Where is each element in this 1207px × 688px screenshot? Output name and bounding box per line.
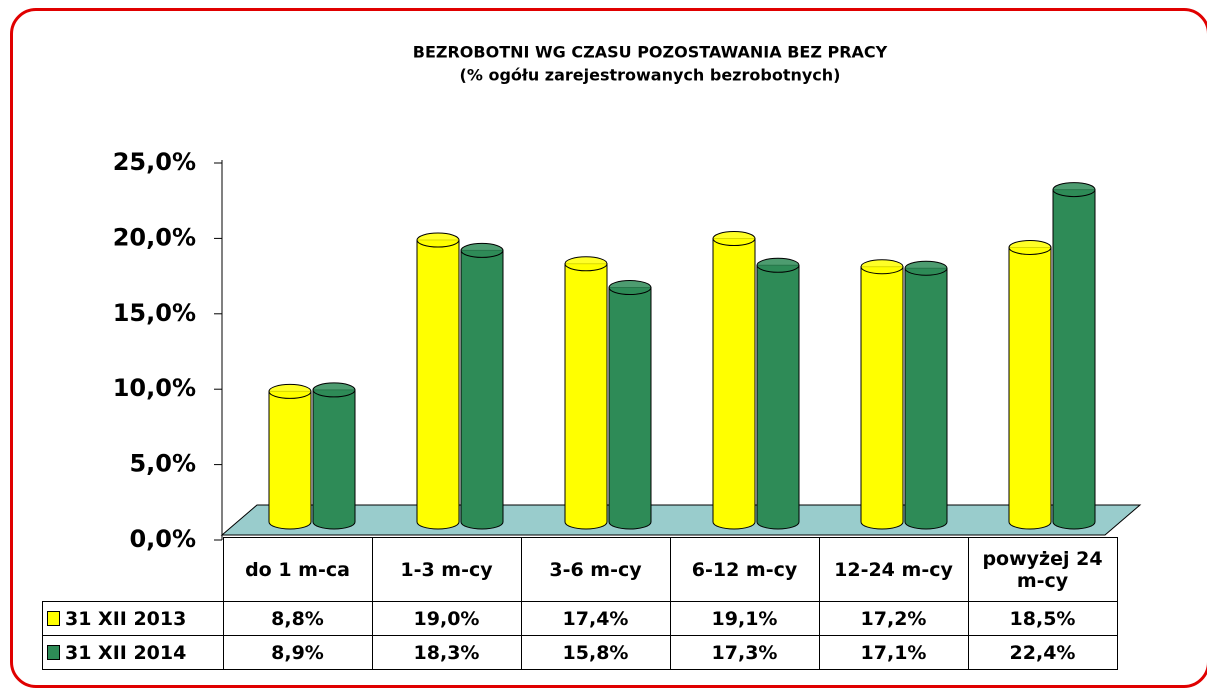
bar-top [460, 242, 504, 258]
data-table: do 1 m-ca 1-3 m-cy 3-6 m-cy 6-12 m-cy 12-24 … [42, 537, 1118, 670]
category-label: do 1 m-ca [222, 537, 373, 602]
bar [904, 260, 948, 530]
value-label: 15,8% [520, 635, 671, 670]
series-row: 31 XII 2014 8,9% 18,3% 15,8% 17,3% 17,1% 22,4% [42, 635, 1118, 670]
legend-label: 31 XII 2013 [65, 607, 187, 630]
bar [756, 257, 800, 530]
bar-top [1052, 182, 1096, 198]
bar-body [712, 238, 756, 530]
bar-top [904, 260, 948, 276]
legend-label: 31 XII 2014 [65, 641, 187, 664]
series-row: 31 XII 2013 8,8% 19,0% 17,4% 19,1% 17,2% 18,5% [42, 601, 1118, 636]
bar-body [268, 390, 312, 530]
value-label: 17,1% [818, 635, 969, 670]
bar [416, 232, 460, 530]
bar-top [268, 383, 312, 399]
category-label: 3-6 m-cy [520, 537, 671, 602]
value-label: 19,1% [669, 601, 820, 636]
page: BEZROBOTNI WG CZASU POZOSTAWANIA BEZ PRA… [10, 8, 1207, 688]
category-label: 6-12 m-cy [669, 537, 820, 602]
chart-title: BEZROBOTNI WG CZASU POZOSTAWANIA BEZ PRA… [413, 43, 888, 62]
bar-body [460, 249, 504, 530]
bar [460, 242, 504, 530]
y-tick-label: 10,0% [113, 374, 196, 402]
legend-swatch [47, 610, 60, 626]
legend-swatch [47, 644, 60, 660]
bar [268, 383, 312, 530]
bar [860, 259, 904, 530]
chart-subtitle: (% ogółu zarejestrowanych bezrobotnych) [460, 66, 841, 85]
bar-body [1008, 246, 1052, 530]
bar-body [608, 287, 652, 530]
chart: BEZROBOTNI WG CZASU POZOSTAWANIA BEZ PRA… [113, 43, 1142, 553]
category-label: powyżej 24 m-cy [967, 537, 1118, 602]
bar-top [860, 259, 904, 275]
bar [312, 382, 356, 530]
bar [712, 231, 756, 530]
bar-body [860, 266, 904, 530]
legend-cell: 31 XII 2013 [42, 601, 224, 636]
category-label: 1-3 m-cy [371, 537, 522, 602]
legend-cell: 31 XII 2014 [42, 635, 224, 670]
value-label: 17,3% [669, 635, 820, 670]
bar-body [1052, 189, 1096, 530]
value-label: 22,4% [967, 635, 1118, 670]
bar-body [312, 389, 356, 530]
bar-top [1008, 239, 1052, 255]
y-tick-label: 5,0% [129, 450, 196, 478]
header-row: do 1 m-ca 1-3 m-cy 3-6 m-cy 6-12 m-cy 12-24 … [43, 537, 1118, 602]
bar-body [416, 239, 460, 530]
value-label: 18,3% [371, 635, 522, 670]
bar [1052, 182, 1096, 530]
category-label: 12-24 m-cy [818, 537, 969, 602]
value-label: 8,8% [222, 601, 373, 636]
bar-top [608, 280, 652, 296]
bar-top [564, 256, 608, 272]
bar-top [416, 232, 460, 248]
bar-body [904, 267, 948, 530]
y-tick-label: 15,0% [113, 299, 196, 327]
y-tick-label: 0,0% [129, 525, 196, 553]
bar-top [312, 382, 356, 398]
value-label: 8,9% [222, 635, 373, 670]
bar-top [712, 231, 756, 247]
value-label: 19,0% [371, 601, 522, 636]
bar-top [756, 257, 800, 273]
bar [564, 256, 608, 530]
bar [1008, 239, 1052, 530]
y-tick-label: 20,0% [113, 223, 196, 251]
bar-body [756, 264, 800, 530]
value-label: 17,2% [818, 601, 969, 636]
bar-body [564, 263, 608, 530]
value-label: 18,5% [967, 601, 1118, 636]
floor [220, 504, 1142, 536]
y-tick-label: 25,0% [113, 148, 196, 176]
bar [608, 280, 652, 530]
blank-cell [43, 538, 224, 602]
value-label: 17,4% [520, 601, 671, 636]
